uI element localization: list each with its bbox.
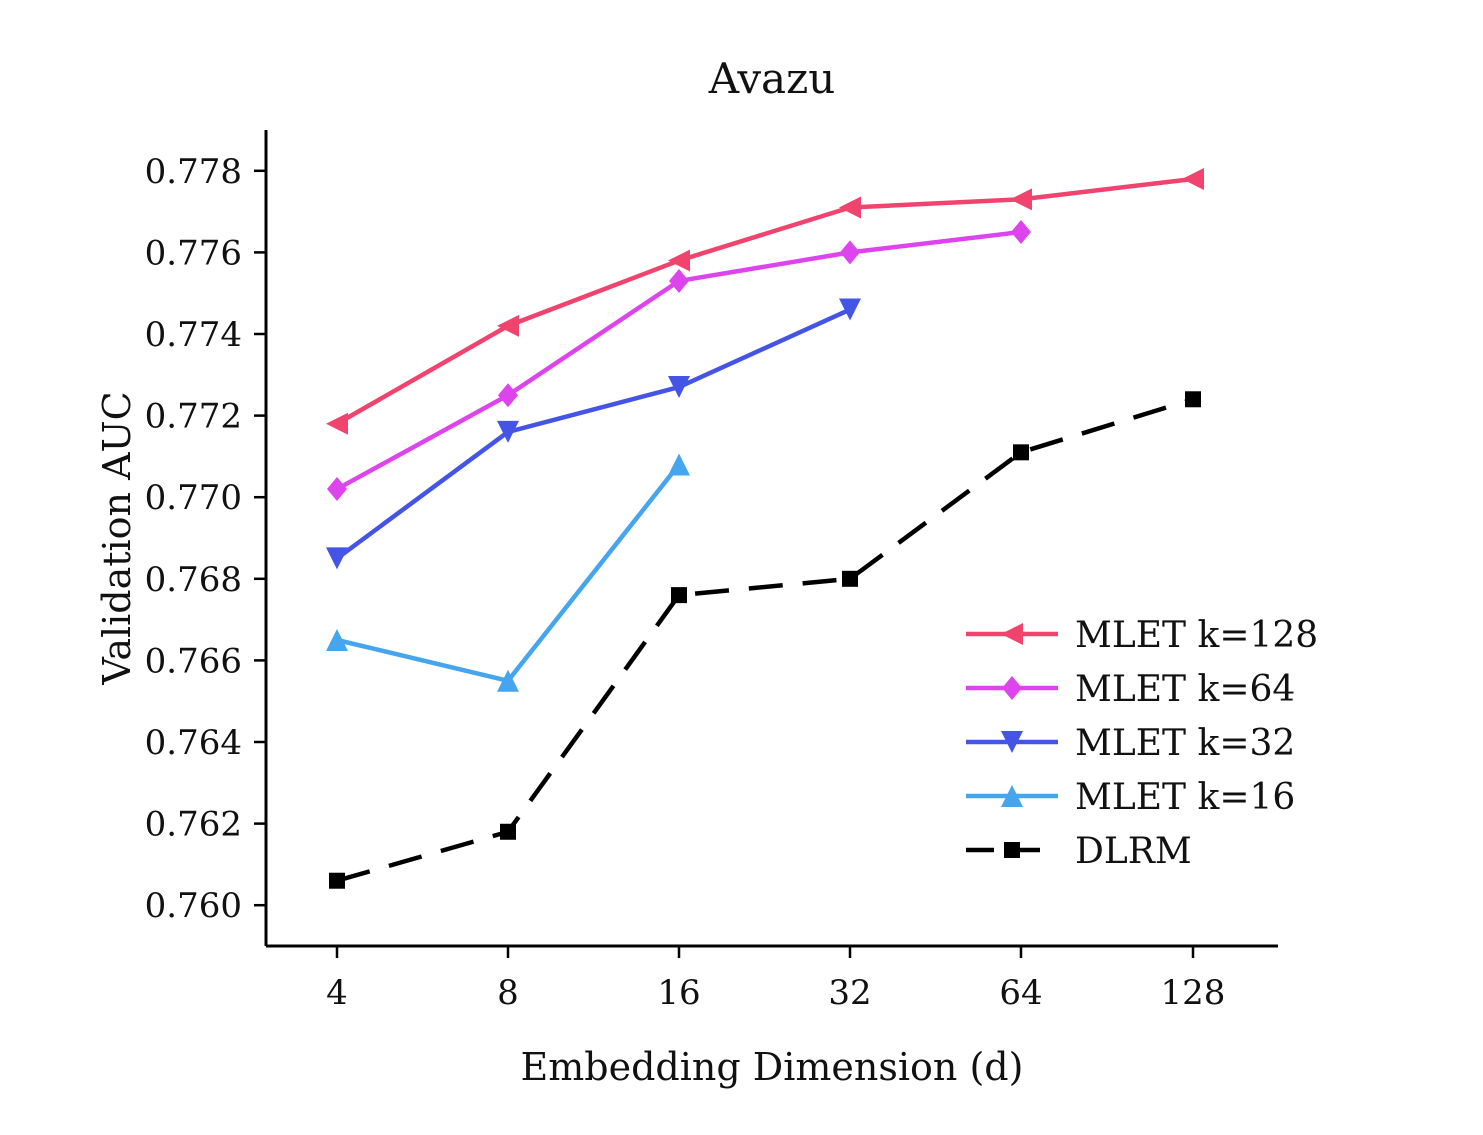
series-mlet-k-64 — [327, 220, 1031, 502]
legend-marker — [1002, 676, 1022, 700]
data-point — [327, 477, 347, 502]
data-point — [842, 570, 858, 587]
data-point — [497, 314, 519, 337]
x-tick-label: 16 — [657, 973, 700, 1013]
legend-label: MLET k=64 — [1075, 669, 1295, 710]
data-point — [1010, 188, 1032, 211]
legend-marker — [1001, 731, 1023, 753]
legend-label: MLET k=16 — [1075, 777, 1295, 818]
x-tick-label: 64 — [999, 973, 1042, 1013]
y-tick-label: 0.770 — [145, 478, 242, 518]
data-point — [839, 196, 861, 219]
x-axis-label: Embedding Dimension (d) — [521, 1045, 1024, 1089]
series-mlet-k-128 — [326, 167, 1204, 435]
data-point — [840, 240, 860, 265]
x-tick-label: 8 — [497, 973, 519, 1013]
series-line — [334, 307, 853, 561]
legend: MLET k=128 MLET k=64 MLET k=32 MLET k=16 DLR… — [966, 615, 1318, 872]
x-tick-label: 128 — [1161, 973, 1226, 1013]
legend-item: DLRM — [966, 831, 1192, 872]
y-tick-label: 0.768 — [145, 560, 242, 600]
legend-item: MLET k=32 — [966, 723, 1295, 764]
data-point — [668, 376, 690, 399]
data-point — [1185, 391, 1201, 408]
data-point — [329, 872, 345, 889]
series-line — [334, 176, 1196, 427]
data-point — [1013, 444, 1029, 461]
y-tick-label: 0.760 — [145, 886, 242, 926]
data-point — [326, 412, 348, 435]
y-tick-label: 0.766 — [145, 641, 242, 681]
data-point — [326, 547, 348, 570]
data-point — [668, 453, 690, 476]
y-ticks: 0.760 0.762 0.764 0.766 0.768 0.770 0.772 0.774… — [145, 152, 266, 926]
legend-item: MLET k=128 — [966, 615, 1318, 656]
y-tick-label: 0.776 — [145, 233, 242, 273]
data-point — [669, 268, 689, 293]
legend-label: DLRM — [1075, 831, 1192, 872]
x-ticks: 4 8 16 32 64 128 — [326, 946, 1225, 1013]
x-tick-label: 32 — [828, 973, 871, 1013]
legend-marker — [1001, 785, 1023, 807]
series-mlet-k-16 — [326, 453, 690, 692]
data-point — [498, 383, 518, 408]
data-point — [500, 823, 516, 840]
data-point — [671, 587, 687, 604]
legend-label: MLET k=128 — [1075, 615, 1318, 656]
series-layer — [326, 167, 1204, 889]
y-tick-label: 0.774 — [145, 315, 242, 355]
x-tick-label: 4 — [326, 973, 348, 1013]
data-point — [497, 420, 519, 443]
legend-marker — [1004, 842, 1020, 858]
y-tick-label: 0.778 — [145, 152, 242, 192]
data-point — [497, 669, 519, 692]
chart-title: Avazu — [708, 54, 836, 103]
series-line — [334, 462, 682, 684]
data-point — [668, 249, 690, 272]
legend-marker — [1001, 623, 1023, 645]
legend-label: MLET k=32 — [1075, 723, 1295, 764]
legend-item: MLET k=64 — [966, 669, 1295, 710]
y-tick-label: 0.764 — [145, 723, 242, 763]
y-tick-label: 0.772 — [145, 397, 242, 437]
series-line — [336, 397, 1194, 883]
data-point — [1011, 220, 1031, 244]
data-point — [326, 629, 348, 651]
y-axis-label: Validation AUC — [95, 391, 139, 685]
legend-item: MLET k=16 — [966, 777, 1295, 818]
data-point — [839, 298, 861, 321]
y-tick-label: 0.762 — [145, 805, 242, 845]
series-dlrm — [329, 391, 1201, 889]
data-point — [1182, 167, 1204, 190]
series-mlet-k-32 — [326, 298, 861, 570]
